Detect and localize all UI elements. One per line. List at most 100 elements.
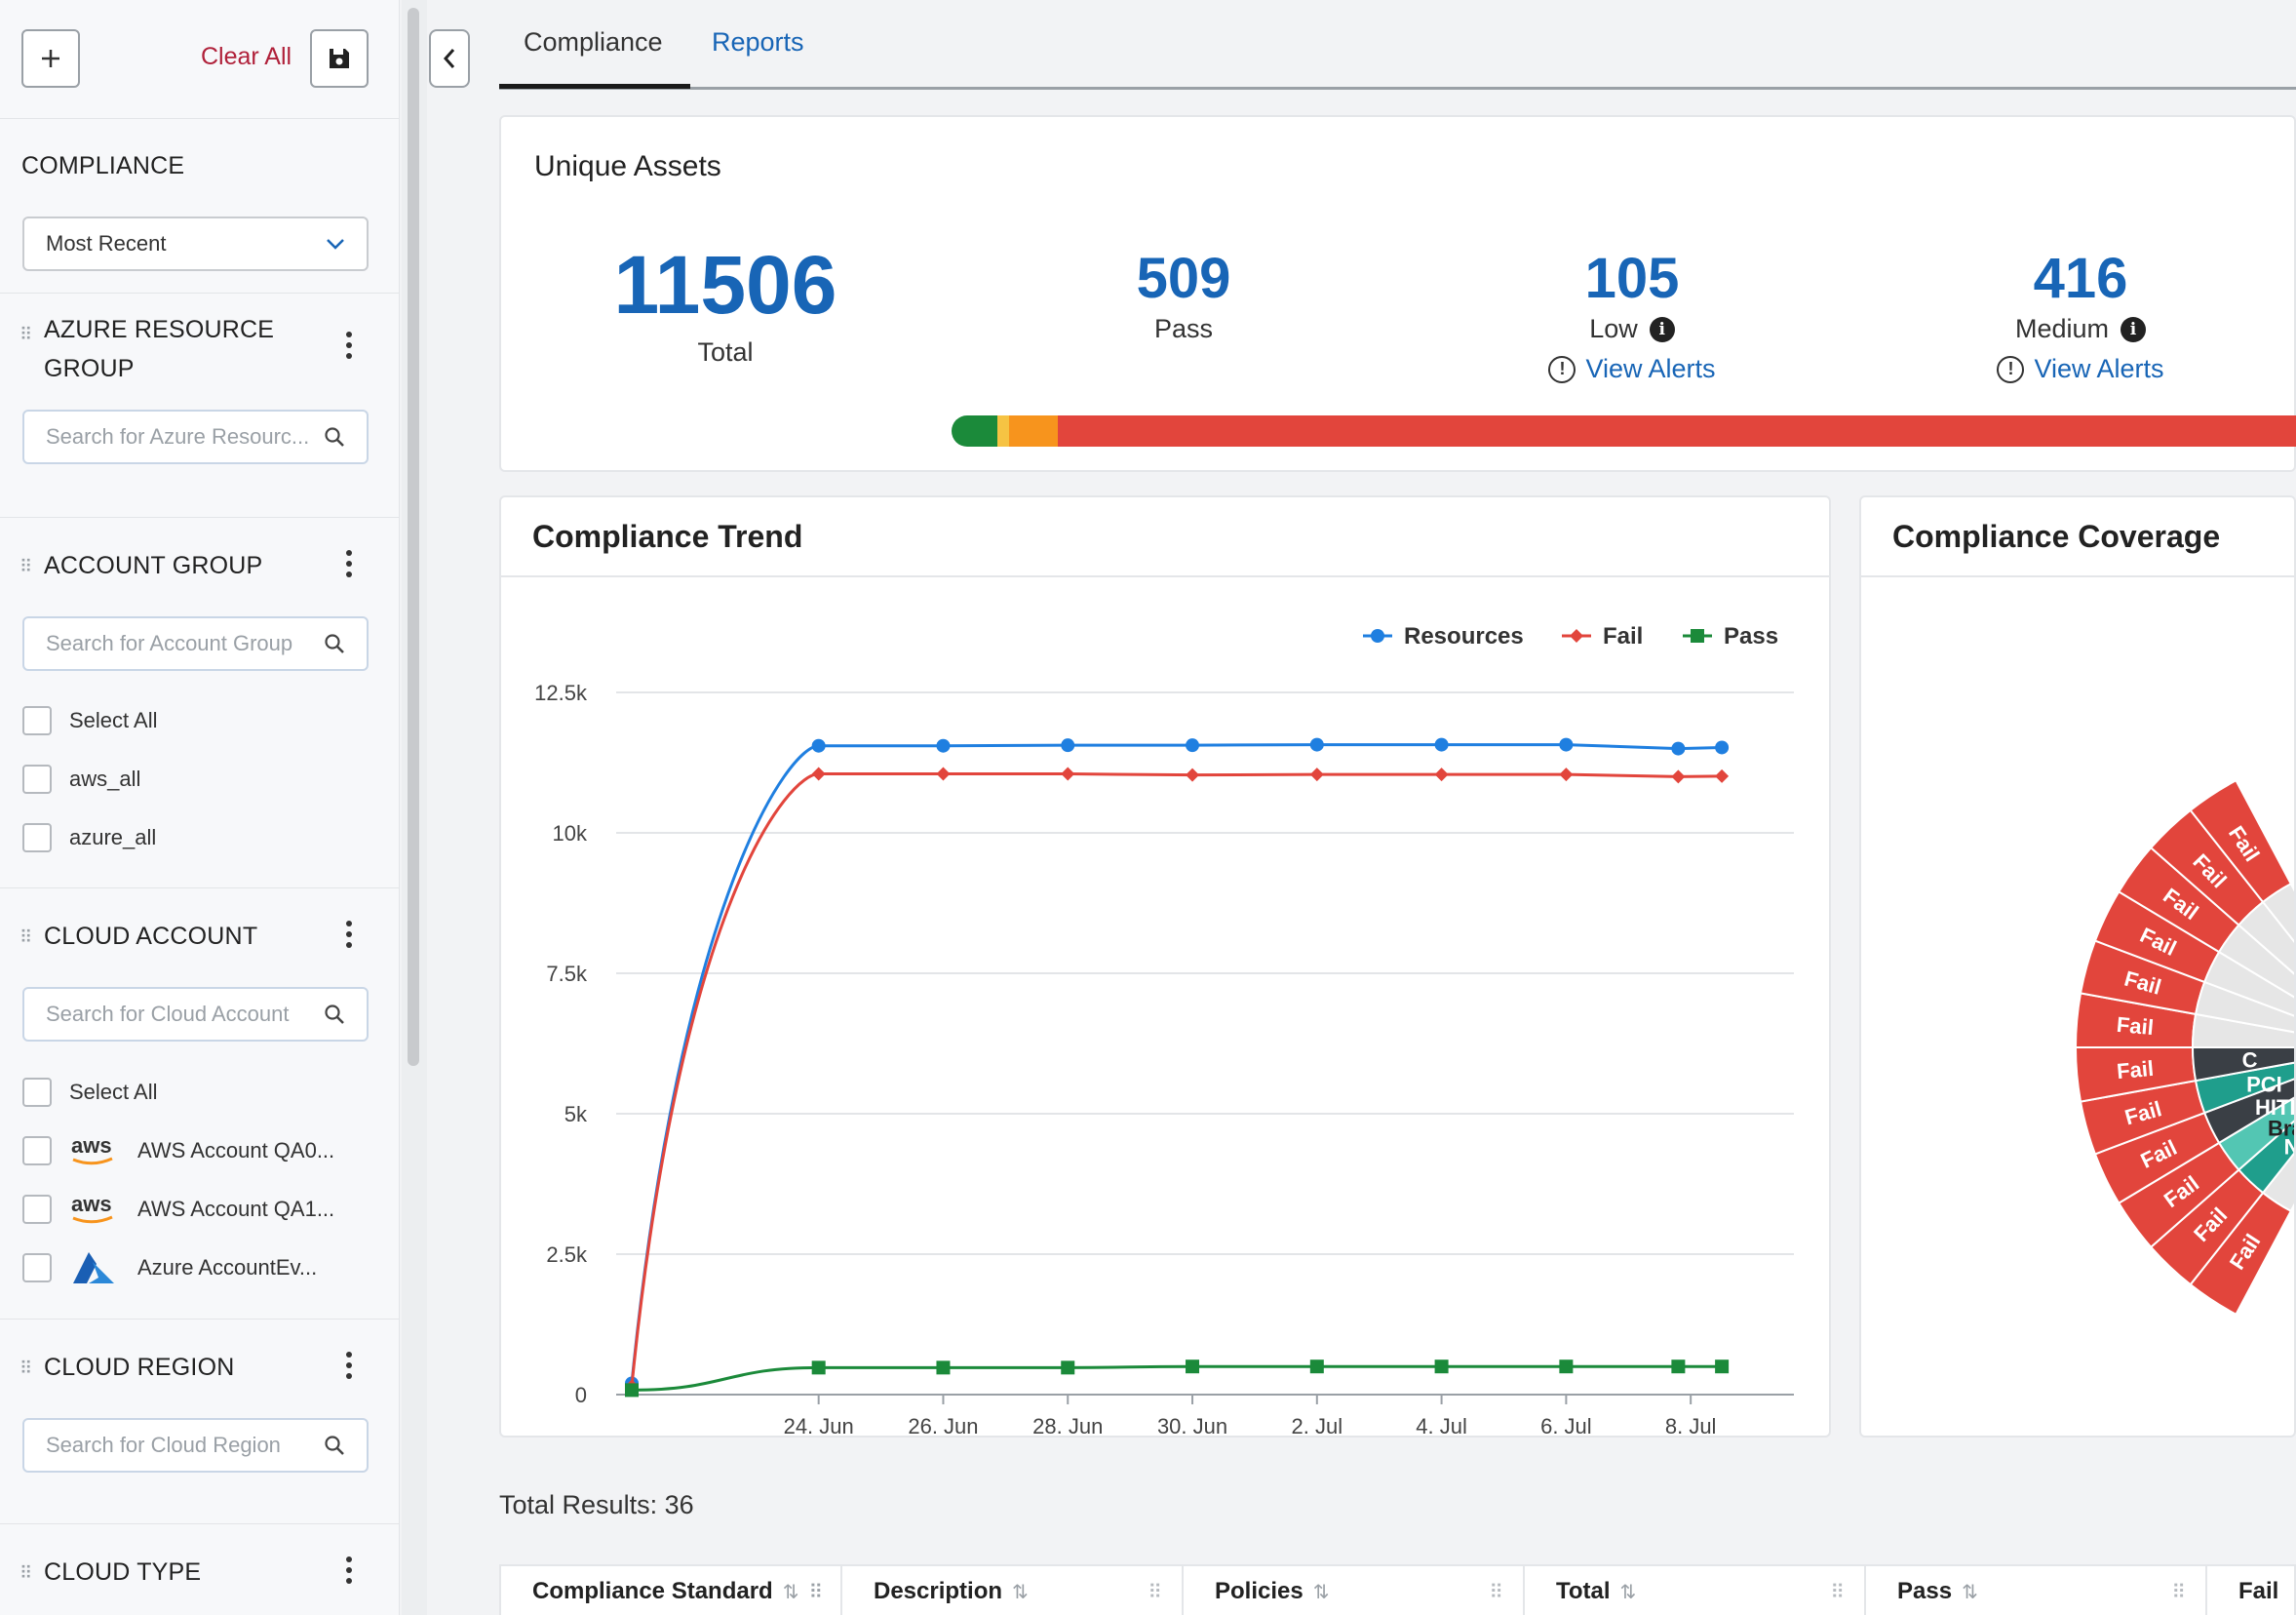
pass-kpi: 509 Pass	[1028, 250, 1340, 344]
account-group-search-input[interactable]: Search for Account Group	[22, 616, 369, 671]
coverage-standard-segment[interactable]	[2261, 1093, 2294, 1213]
checkbox[interactable]	[22, 1078, 52, 1107]
alert-circle-icon: !	[1997, 355, 2025, 383]
checkbox[interactable]	[22, 1253, 52, 1282]
view-alerts-label: View Alerts	[1585, 354, 1716, 383]
sidebar-scrollbar[interactable]	[408, 8, 419, 1066]
medium-view-alerts-link[interactable]: ! View Alerts	[1925, 354, 2237, 384]
legend-marker	[1570, 629, 1583, 643]
tab-reports[interactable]: Reports	[712, 27, 804, 57]
compliance-time-value: Most Recent	[46, 231, 167, 256]
info-icon[interactable]: i	[2121, 316, 2147, 342]
coverage-standard-segment[interactable]	[2261, 882, 2294, 1002]
column-header-policies[interactable]: Policies ⇅ ⠿	[1184, 1566, 1525, 1615]
drag-handle-icon[interactable]: ⠿	[19, 927, 32, 947]
data-point-fail	[1061, 767, 1075, 781]
checkbox[interactable]	[22, 823, 52, 852]
checkbox[interactable]	[22, 1195, 52, 1224]
legend-marker	[1371, 629, 1384, 643]
cloud-account-search-input[interactable]: Search for Cloud Account	[22, 987, 369, 1042]
azure-resource-group-menu-icon[interactable]	[337, 328, 361, 363]
sort-icon[interactable]: ⇅	[1962, 1581, 1978, 1603]
coverage-standard-segment[interactable]	[2217, 924, 2294, 1018]
data-point-fail	[1715, 768, 1730, 783]
search-icon	[325, 634, 344, 653]
coverage-standard-segment[interactable]	[2194, 1058, 2294, 1115]
column-label: Fail	[2238, 1578, 2279, 1604]
medium-kpi: 416 Medium i ! View Alerts	[1925, 250, 2237, 384]
divider	[0, 887, 400, 888]
sort-icon[interactable]: ⇅	[1619, 1581, 1637, 1603]
cloud-account-option[interactable]: aws AWS Account QA1...	[22, 1192, 334, 1227]
low-view-alerts-link[interactable]: ! View Alerts	[1476, 354, 1788, 384]
info-icon[interactable]: i	[1649, 316, 1675, 342]
checkbox[interactable]	[22, 765, 52, 794]
account-group-option[interactable]: azure_all	[22, 820, 156, 855]
compliance-trend-chart: 0 2.5k 5k 7.5k 10k 12.5k 24. Jun 26. Jun 28. Jun…	[534, 623, 1794, 1438]
clear-all-button[interactable]: Clear All	[201, 43, 292, 70]
column-grip-icon[interactable]: ⠿	[1830, 1581, 1845, 1603]
coverage-standard-segment[interactable]	[2202, 1068, 2294, 1145]
data-point-pass	[1559, 1359, 1574, 1374]
drag-handle-icon[interactable]: ⠿	[19, 1563, 32, 1583]
column-grip-icon[interactable]: ⠿	[2171, 1581, 2186, 1603]
compliance-coverage-title: Compliance Coverage	[1892, 519, 2221, 554]
divider	[0, 1523, 400, 1524]
medium-value: 416	[2033, 247, 2128, 310]
cloud-type-menu-icon[interactable]	[337, 1553, 361, 1588]
y-tick-label: 0	[575, 1383, 587, 1407]
compliance-time-select[interactable]: Most Recent	[22, 217, 369, 271]
column-header-description[interactable]: Description ⇅ ⠿	[842, 1566, 1184, 1615]
cloud-account-menu-icon[interactable]	[337, 917, 361, 952]
column-header-fail[interactable]: Fail	[2207, 1566, 2296, 1615]
cloud-account-title: CLOUD ACCOUNT	[44, 923, 258, 950]
cloud-region-menu-icon[interactable]	[337, 1348, 361, 1383]
sort-icon[interactable]: ⇅	[1312, 1581, 1330, 1603]
data-point-fail	[1186, 768, 1200, 782]
azure-resource-group-search-input[interactable]: Search for Azure Resourc...	[22, 410, 369, 464]
cloud-region-search-input[interactable]: Search for Cloud Region	[22, 1418, 369, 1473]
account-group-option[interactable]: aws_all	[22, 762, 140, 797]
cloud-account-select-all[interactable]: Select All	[22, 1075, 158, 1110]
column-header-compliance-standard[interactable]: Compliance Standard ⇅ ⠿	[501, 1566, 842, 1615]
column-grip-icon[interactable]: ⠿	[1148, 1581, 1162, 1603]
cloud-region-search-placeholder: Search for Cloud Region	[46, 1433, 281, 1457]
data-point-resources	[936, 738, 951, 753]
column-grip-icon[interactable]: ⠿	[1489, 1581, 1503, 1603]
compliance-coverage-sunburst[interactable]: FailFailFailFailFailFailFailFailFailFail…	[1861, 579, 2294, 1438]
coverage-standard-segment[interactable]	[2237, 900, 2294, 1008]
account-group-menu-icon[interactable]	[337, 546, 361, 581]
coverage-standard-label: N	[2284, 1135, 2294, 1160]
sort-icon[interactable]: ⇅	[782, 1581, 799, 1603]
column-grip-icon[interactable]: ⠿	[808, 1581, 824, 1603]
coverage-standard-segment[interactable]	[2202, 950, 2294, 1027]
column-label: Description	[874, 1578, 1003, 1604]
save-filter-button[interactable]	[310, 29, 369, 88]
cloud-account-option[interactable]: Azure AccountEv...	[22, 1250, 317, 1285]
coverage-standard-segment[interactable]	[2217, 1078, 2294, 1171]
cloud-region-title: CLOUD REGION	[44, 1354, 235, 1381]
column-header-pass[interactable]: Pass ⇅ ⠿	[1866, 1566, 2207, 1615]
add-filter-button[interactable]	[21, 29, 80, 88]
coverage-standard-segment[interactable]	[2191, 1046, 2294, 1083]
compliance-trend-header: Compliance Trend	[501, 497, 1829, 577]
drag-handle-icon[interactable]: ⠿	[19, 557, 32, 576]
severity-segment-low	[1009, 415, 1059, 447]
checkbox[interactable]	[22, 1136, 52, 1165]
azure-resource-group-title-line2: GROUP	[44, 355, 135, 382]
coverage-standard-segment[interactable]	[2194, 980, 2294, 1037]
tab-compliance[interactable]: Compliance	[524, 27, 663, 57]
collapse-sidebar-button[interactable]	[429, 29, 470, 88]
column-header-total[interactable]: Total ⇅ ⠿	[1525, 1566, 1866, 1615]
coverage-standard-segment[interactable]	[2191, 1012, 2294, 1048]
cloud-account-option[interactable]: aws AWS Account QA0...	[22, 1133, 334, 1168]
legend-marker	[1691, 629, 1704, 643]
account-group-select-all[interactable]: Select All	[22, 703, 158, 738]
drag-handle-icon[interactable]: ⠿	[19, 1359, 32, 1378]
data-point-fail	[811, 767, 826, 781]
checkbox[interactable]	[22, 706, 52, 735]
coverage-standard-segment[interactable]	[2237, 1086, 2294, 1195]
filter-sidebar: Clear All COMPLIANCE Most Recent ⠿ AZURE…	[0, 0, 400, 1615]
sort-icon[interactable]: ⇅	[1012, 1581, 1029, 1603]
drag-handle-icon[interactable]: ⠿	[19, 325, 32, 344]
